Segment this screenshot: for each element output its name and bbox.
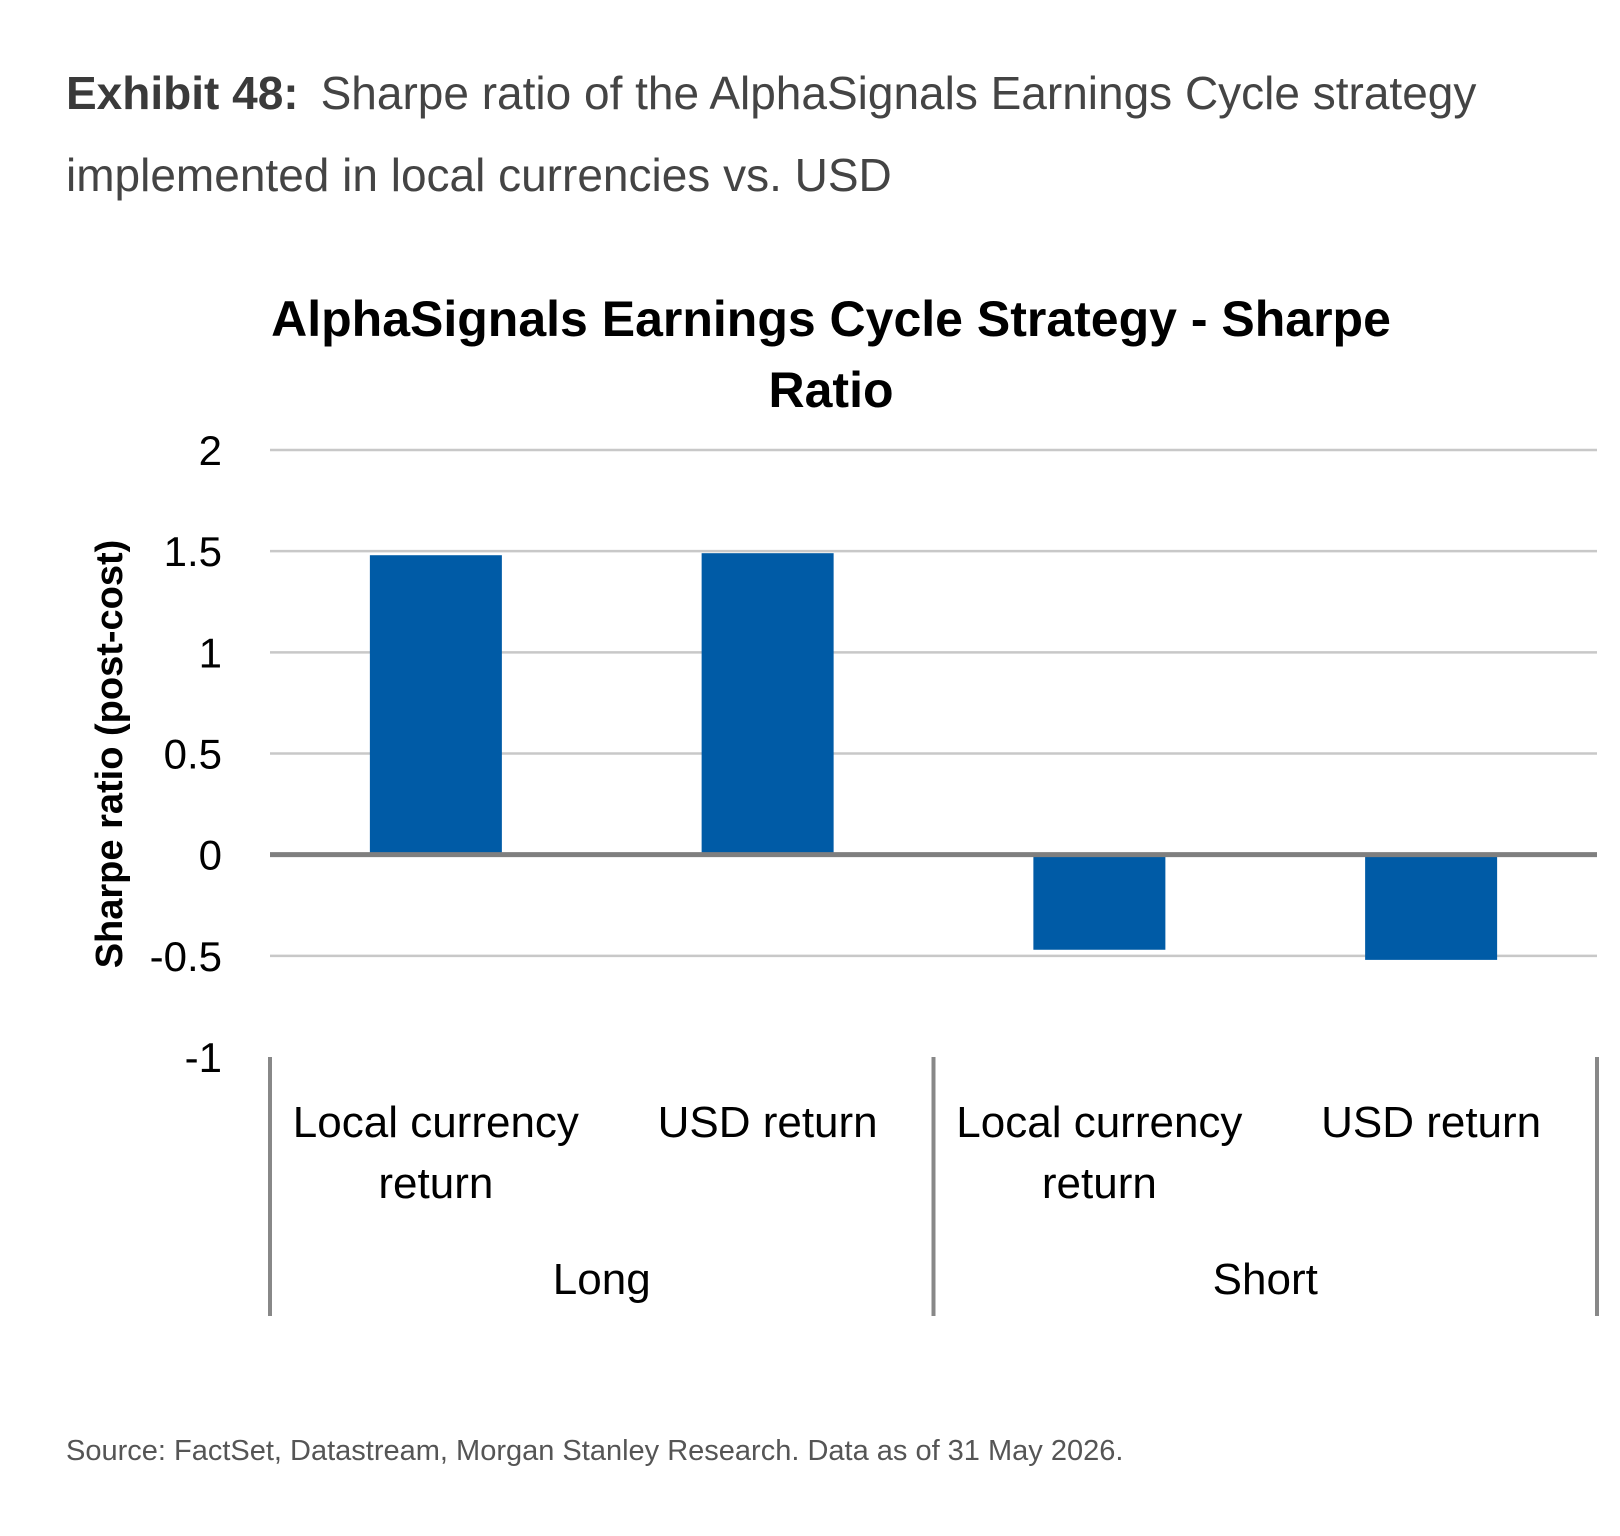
- y-tick-label: 1: [199, 629, 222, 676]
- group-label: Short: [1213, 1255, 1318, 1304]
- chart-title-line-1: AlphaSignals Earnings Cycle Strategy - S…: [271, 291, 1391, 347]
- group-label: Long: [553, 1255, 651, 1304]
- x-tick-label: Local currency: [956, 1098, 1242, 1147]
- exhibit-caption: Sharpe ratio of the AlphaSignals Earning…: [66, 67, 1477, 201]
- y-tick-label: -0.5: [150, 933, 222, 980]
- y-tick-label: 0.5: [164, 731, 222, 778]
- y-tick-label: -1: [185, 1034, 222, 1081]
- bar: [701, 553, 834, 855]
- bar: [369, 555, 502, 855]
- x-tick-label: return: [378, 1159, 493, 1208]
- x-tick-label: USD return: [1321, 1098, 1541, 1147]
- y-tick-label: 2: [199, 427, 222, 474]
- x-tick-label: USD return: [658, 1098, 878, 1147]
- y-tick-label: 0: [199, 832, 222, 879]
- bar: [1365, 854, 1498, 960]
- chart-title: AlphaSignals Earnings Cycle Strategy - S…: [271, 291, 1391, 418]
- chart-title-line-2: Ratio: [769, 362, 894, 418]
- source-note: Source: FactSet, Datastream, Morgan Stan…: [66, 1435, 1124, 1467]
- x-tick-label: return: [1042, 1159, 1157, 1208]
- bar: [1033, 854, 1166, 950]
- x-tick-label: Local currency: [293, 1098, 579, 1147]
- y-axis-label: Sharpe ratio (post-cost): [89, 540, 131, 969]
- y-tick-label: 1.5: [164, 528, 222, 575]
- exhibit-heading: Exhibit 48: Sharpe ratio of the AlphaSign…: [66, 52, 1556, 216]
- exhibit-label: Exhibit 48:: [66, 67, 299, 119]
